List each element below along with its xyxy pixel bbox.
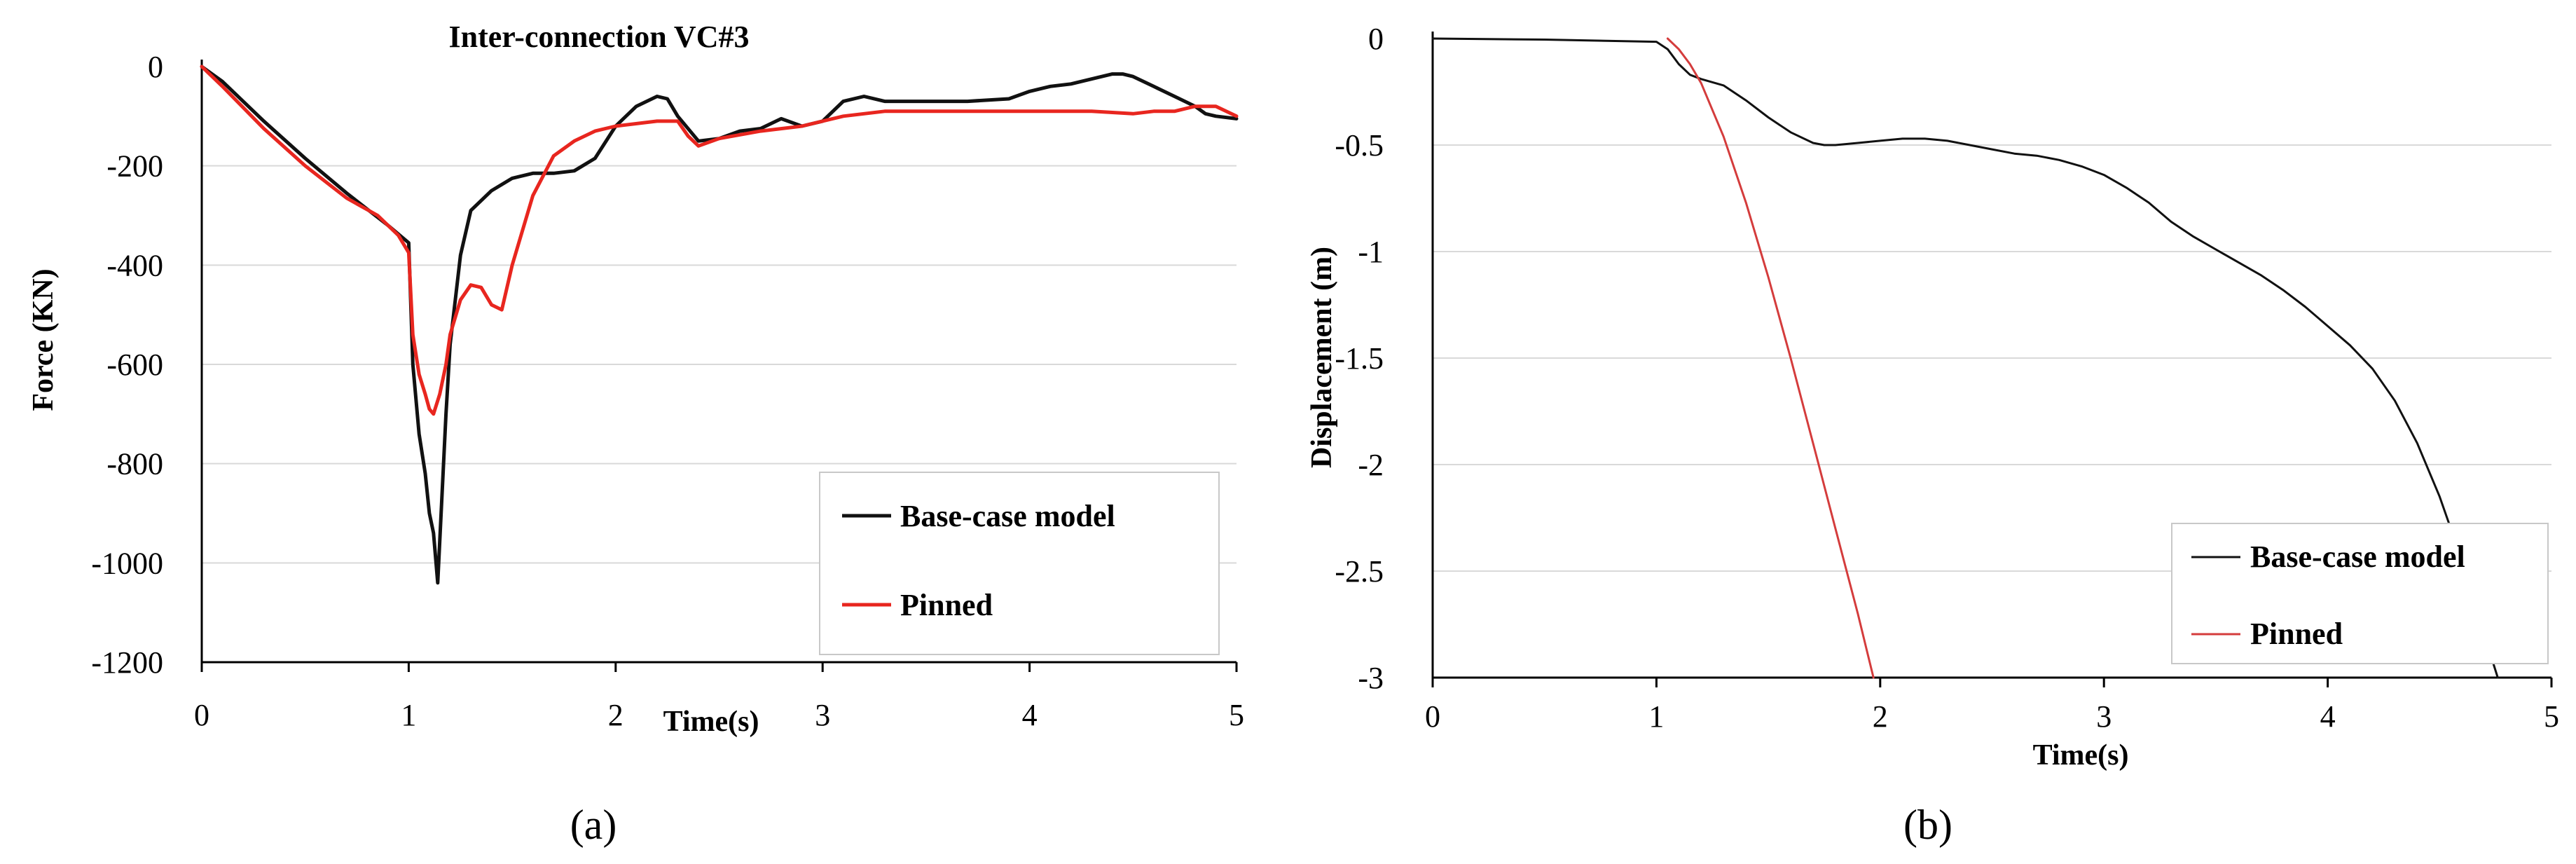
series-group-b: [1431, 37, 2499, 679]
legend-a: Base-case model Pinned: [819, 472, 1220, 655]
x-axis-label-a: Time(s): [663, 706, 759, 738]
legend-box-a: [819, 472, 1220, 655]
y-axis-label-a: Force (KN): [27, 268, 60, 411]
x-axis-label-b: Time(s): [2033, 739, 2129, 772]
x-tick-label-b-0: 0: [1425, 699, 1440, 734]
chart-panel-b: 0 -0.5 -1 -1.5 -2 -2.5 -3 0 1 2 3 4 5 Time(s) Displ…: [1306, 22, 2559, 848]
y-tick-labels-b: 0 -0.5 -1 -1.5 -2 -2.5 -3: [1335, 22, 1384, 695]
axes-b: [1431, 32, 2553, 687]
x-tick-label-a-0: 0: [194, 698, 209, 732]
legend-label-base-b: Base-case model: [2250, 540, 2465, 574]
x-tick-label-a-3: 3: [815, 698, 830, 732]
x-tick-label-a-1: 1: [401, 698, 416, 732]
x-tick-label-b-2: 2: [1873, 699, 1888, 734]
series-line-b-pinned: [1666, 37, 1875, 679]
y-axis-label-b: Displacement (m): [1306, 247, 1338, 468]
y-tick-label-b-4: -2: [1358, 448, 1384, 482]
y-tick-label-a-5: -1000: [91, 546, 163, 580]
series-group-a: [200, 64, 1239, 585]
y-tick-label-b-5: -2.5: [1335, 554, 1384, 589]
y-tick-label-a-0: 0: [148, 50, 163, 84]
y-tick-label-a-1: -200: [106, 149, 163, 184]
x-tick-labels-b: 0 1 2 3 4 5: [1425, 699, 2559, 734]
x-tick-label-a-4: 4: [1022, 698, 1038, 732]
y-tick-label-b-3: -1.5: [1335, 341, 1384, 376]
legend-box-b: [2171, 523, 2549, 664]
panel-label-a: (a): [570, 802, 617, 848]
legend-label-pinned-b: Pinned: [2250, 617, 2343, 651]
chart-title-a: Inter-connection VC#3: [449, 20, 750, 54]
y-tick-label-b-1: -0.5: [1335, 128, 1384, 163]
legend-b: Base-case model Pinned: [2171, 523, 2549, 664]
series-line-a-pinned: [200, 64, 1239, 416]
y-tick-label-b-2: -1: [1358, 235, 1384, 269]
x-tick-label-b-4: 4: [2320, 699, 2336, 734]
legend-label-base-a: Base-case model: [900, 499, 1115, 533]
grid-lines-b: [1433, 144, 2551, 572]
x-tick-label-a-2: 2: [608, 698, 624, 732]
panel-label-b: (b): [1903, 802, 1952, 848]
x-tick-label-b-3: 3: [2096, 699, 2112, 734]
y-tick-label-b-6: -3: [1358, 661, 1384, 695]
x-tick-label-a-5: 5: [1229, 698, 1244, 732]
x-tick-labels-a: 0 1 2 3 4 5: [194, 698, 1244, 732]
legend-label-pinned-a: Pinned: [900, 588, 993, 622]
x-tick-label-b-5: 5: [2544, 699, 2559, 734]
series-line-a-base-case: [200, 64, 1239, 585]
y-tick-labels-a: 0 -200 -400 -600 -800 -1000 -1200: [91, 50, 163, 680]
series-line-b-base-case: [1431, 37, 2499, 679]
y-tick-label-b-0: 0: [1368, 22, 1384, 56]
y-tick-label-a-2: -400: [106, 248, 163, 282]
grid-lines-a: [202, 165, 1237, 564]
chart-panel-a: 0 -200 -400 -600 -800 -1000 -1200 0 1 2 3 4 5 Inter…: [27, 20, 1244, 848]
y-tick-label-a-6: -1200: [91, 645, 163, 680]
axes-a: [200, 60, 1238, 672]
y-tick-label-a-4: -800: [106, 447, 163, 481]
y-tick-label-a-3: -600: [106, 348, 163, 382]
x-tick-label-b-1: 1: [1648, 699, 1664, 734]
